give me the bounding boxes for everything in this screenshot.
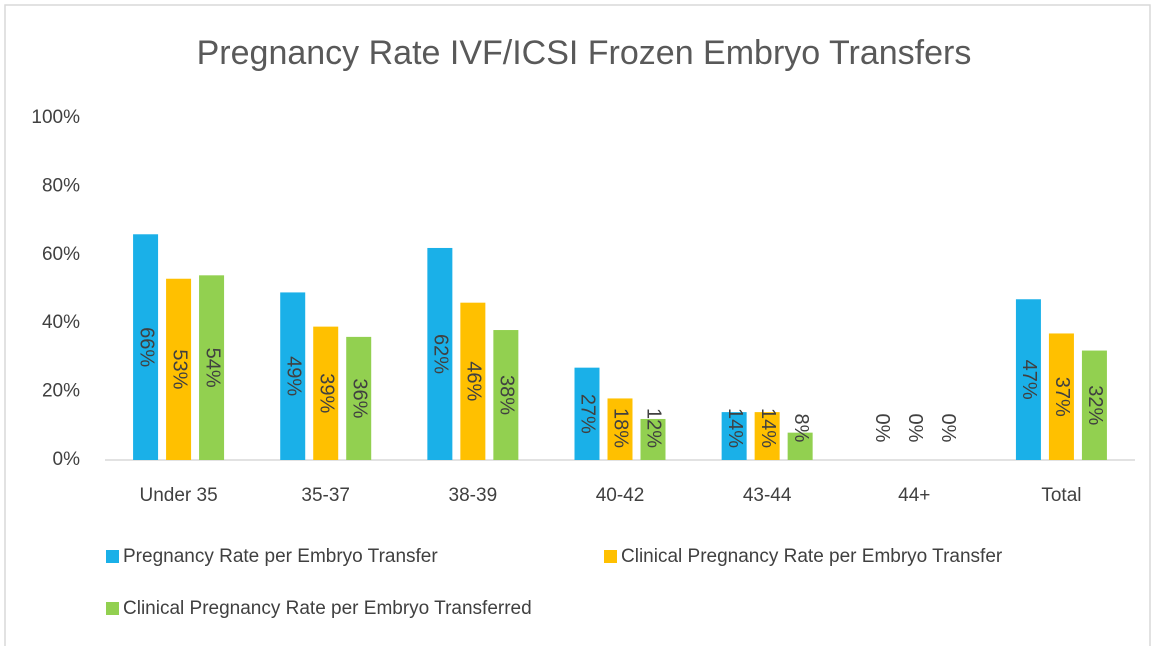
bar xyxy=(1048,333,1074,460)
chart-frame xyxy=(4,4,1151,646)
y-tick-label: 60% xyxy=(42,244,80,265)
legend-swatch xyxy=(106,550,119,563)
data-label: 0% xyxy=(871,414,893,443)
data-label: 0% xyxy=(904,414,926,443)
x-tick-label: 38-39 xyxy=(449,485,498,506)
bar xyxy=(133,234,159,460)
data-label: 12% xyxy=(643,408,665,448)
x-tick-label: Under 35 xyxy=(139,485,217,506)
data-label: 37% xyxy=(1051,377,1073,417)
legend-label: Clinical Pregnancy Rate per Embryo Trans… xyxy=(621,546,1003,567)
bar xyxy=(280,292,306,460)
legend-swatch xyxy=(106,602,119,615)
bar xyxy=(199,275,225,460)
legend-swatch xyxy=(604,550,617,563)
data-label: 38% xyxy=(496,375,518,415)
bar xyxy=(574,367,600,460)
data-label: 46% xyxy=(463,361,485,401)
bar xyxy=(460,302,486,460)
bar xyxy=(754,412,780,460)
bar xyxy=(721,412,747,460)
data-label: 32% xyxy=(1084,385,1106,425)
y-tick-label: 100% xyxy=(31,107,80,128)
data-label: 27% xyxy=(577,394,599,434)
bar xyxy=(346,336,372,460)
data-label: 66% xyxy=(135,327,157,367)
data-label: 8% xyxy=(790,414,812,443)
data-label: 62% xyxy=(430,334,452,374)
x-tick-label: 43-44 xyxy=(743,485,792,506)
bar xyxy=(427,247,453,460)
bar xyxy=(1081,350,1107,460)
bar xyxy=(313,326,339,460)
bar xyxy=(493,330,519,460)
legend-label: Pregnancy Rate per Embryo Transfer xyxy=(123,546,438,567)
bar xyxy=(787,432,813,460)
data-label: 53% xyxy=(168,349,190,389)
data-label: 14% xyxy=(724,408,746,448)
bar xyxy=(607,398,633,460)
y-tick-label: 80% xyxy=(42,175,80,196)
bar xyxy=(166,278,192,460)
bar xyxy=(1015,299,1041,460)
data-label: 18% xyxy=(610,408,632,448)
chart-title: Pregnancy Rate IVF/ICSI Frozen Embryo Tr… xyxy=(197,34,972,72)
x-tick-label: 35-37 xyxy=(301,485,350,506)
data-label: 49% xyxy=(282,356,304,396)
data-label: 39% xyxy=(315,373,337,413)
x-tick-label: 44+ xyxy=(898,485,930,506)
y-tick-label: 40% xyxy=(42,312,80,333)
legend-label: Clinical Pregnancy Rate per Embryo Trans… xyxy=(123,598,532,619)
bar xyxy=(640,418,666,460)
x-tick-label: Total xyxy=(1041,485,1081,506)
data-label: 54% xyxy=(201,348,223,388)
data-label: 0% xyxy=(937,414,959,443)
data-label: 36% xyxy=(348,378,370,418)
x-tick-label: 40-42 xyxy=(596,485,645,506)
y-tick-label: 0% xyxy=(53,449,81,470)
data-label: 47% xyxy=(1018,360,1040,400)
data-label: 14% xyxy=(757,408,779,448)
y-tick-label: 20% xyxy=(42,381,80,402)
